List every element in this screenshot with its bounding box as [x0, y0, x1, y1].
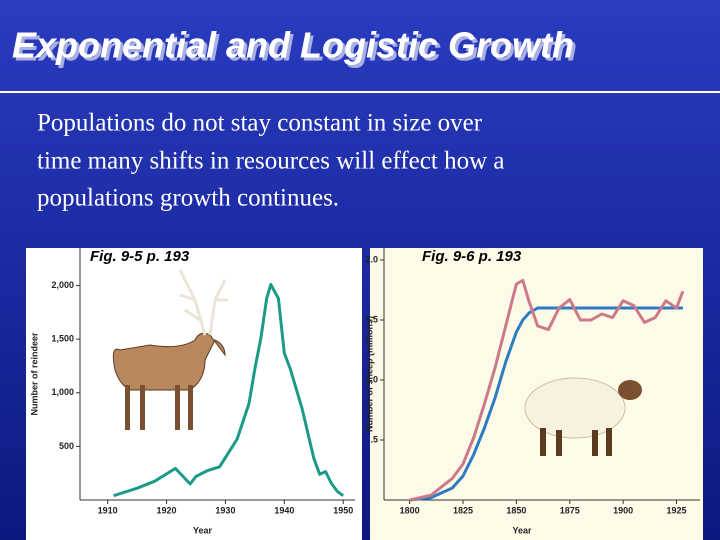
slide-title: Exponential and Logistic Growth — [12, 25, 574, 66]
figure-caption: Fig. 9-6 p. 193 — [422, 248, 522, 265]
reindeer-illustration — [112, 269, 228, 430]
y-tick-label: 500 — [59, 441, 74, 451]
y-axis-label: Number of reindeer — [29, 332, 39, 416]
x-tick-label: 1940 — [274, 505, 294, 515]
x-axis-label: Year — [512, 525, 532, 535]
body-line: populations growth continues. — [37, 185, 339, 212]
y-axis-label: Number of sheep (millions) — [364, 316, 374, 432]
body-line: time many shifts in resources will effec… — [37, 148, 504, 175]
x-tick-label: 1925 — [666, 505, 686, 515]
title-shadow: Exponential and Logistic Growth — [15, 28, 577, 69]
x-tick-label: 1900 — [613, 505, 633, 515]
x-tick-label: 1825 — [453, 505, 473, 515]
y-tick-label: 1.0 — [365, 374, 378, 384]
y-tick-label: 1,000 — [51, 387, 74, 397]
x-tick-label: 1950 — [333, 505, 353, 515]
x-tick-label: 1910 — [98, 505, 118, 515]
y-tick-label: 2,000 — [51, 280, 74, 290]
y-tick-label: 2.0 — [365, 254, 378, 264]
x-tick-label: 1930 — [215, 505, 235, 515]
line-series — [113, 283, 345, 498]
y-tick-label: 1.5 — [365, 314, 378, 324]
line-series — [409, 278, 685, 502]
x-tick-label: 1800 — [400, 505, 420, 515]
line-series — [409, 306, 683, 502]
x-tick-label: 1850 — [506, 505, 526, 515]
panel — [26, 248, 362, 540]
y-tick-label: .5 — [370, 434, 378, 444]
x-tick-label: 1920 — [157, 505, 177, 515]
x-axis-label: Year — [193, 525, 213, 535]
x-tick-label: 1875 — [560, 505, 580, 515]
sheep-illustration — [524, 377, 642, 456]
body-line: Populations do not stay constant in size… — [37, 110, 483, 137]
figure-caption: Fig. 9-5 p. 193 — [90, 248, 190, 265]
y-tick-label: 1,500 — [51, 334, 74, 344]
